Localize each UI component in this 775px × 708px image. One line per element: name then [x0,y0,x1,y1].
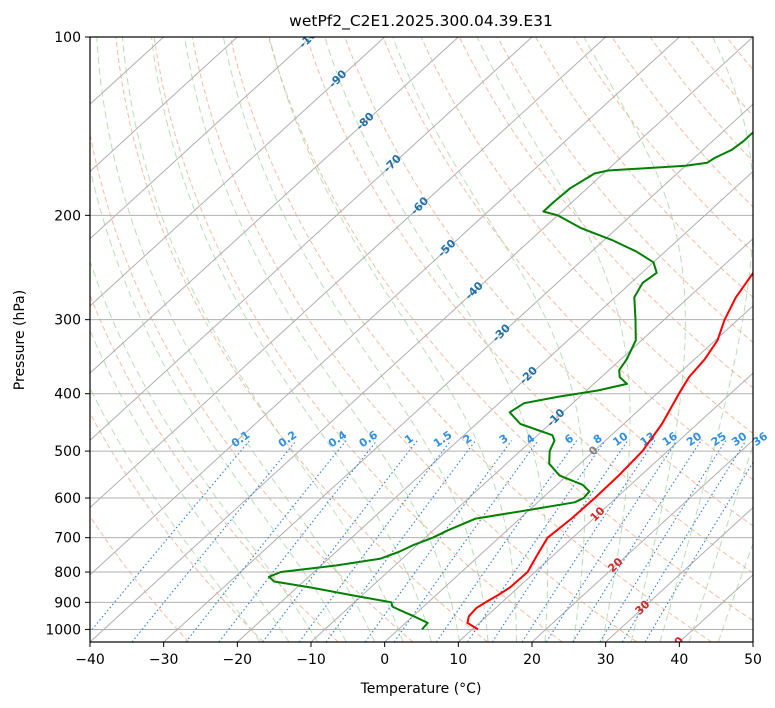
moist-adiabat [150,37,432,642]
plot-frame [89,36,754,643]
moist-adiabat [688,444,753,642]
x-tick-label: −10 [296,652,326,668]
x-axis-label: Temperature (°C) [360,681,482,697]
profile-series-1 [466,271,753,631]
isotherm-label: 40 [666,634,686,654]
dry-adiabat [306,37,753,574]
dry-adiabat [496,37,753,344]
dry-adiabat [268,37,753,622]
x-tick-label: 30 [597,652,615,668]
mixing-ratio-line [467,440,606,642]
mixing-ratio-line [572,440,702,642]
x-tick-label: −40 [75,652,105,668]
isotherm-line [236,170,753,642]
mixing-ratio-line [325,440,476,642]
mixing-ratio-line [644,461,753,642]
isotherm-line [90,37,459,374]
moist-adiabat [90,328,290,642]
moist-adiabat [96,37,376,642]
y-tick-label: 200 [54,208,81,224]
profile-series-2 [268,131,753,631]
y-tick-label: 600 [54,491,81,507]
x-tick-label: 0 [380,652,389,668]
y-tick-label: 900 [54,595,81,611]
x-tick-label: 10 [449,652,467,668]
x-tick-label: 20 [523,652,541,668]
mixing-ratio-line [491,440,629,642]
moist-adiabat [184,37,461,642]
moist-adiabat [476,37,631,642]
dry-adiabat [115,37,488,642]
y-axis: 100 200 300 400 500 600 700 800 900 1000 [45,30,90,638]
mixing-ratio-line [435,440,578,642]
mixing-ratio-line [364,440,512,642]
mixing-ratio-line [545,440,678,642]
isotherm-line [90,37,386,307]
dry-adiabat [382,37,753,481]
y-tick-label: 1000 [45,622,81,638]
isotherm-line [90,37,753,642]
isotherm-line [90,37,312,240]
moist-adiabat [659,37,753,642]
moist-adiabat [324,37,549,642]
x-tick-label: −30 [149,652,179,668]
mixing-ratio-line [90,440,251,633]
x-axis: −40 −30 −20 −10 0 10 20 30 40 50 [75,642,762,668]
y-tick-label: 500 [54,444,81,460]
x-tick-label: −20 [223,652,253,668]
mixing-ratio-line [621,440,747,642]
y-tick-label: 800 [54,565,81,581]
isotherm-line [163,103,753,642]
moist-adiabat [90,387,261,642]
moist-adiabat [121,37,404,642]
isotherm-line [90,37,680,576]
isotherm-line [531,439,753,642]
dry-adiabat [420,37,753,435]
moist-adiabat [717,542,753,642]
isotherm-line [90,37,607,509]
profile-lines [268,131,753,631]
dry-adiabat [153,37,563,642]
isotherm-line [457,372,753,642]
moist-adiabat [90,165,347,642]
x-tick-label: 50 [744,652,762,668]
moist-adiabat [583,37,686,642]
y-tick-label: 400 [54,387,81,403]
dry-adiabat [535,37,753,298]
mixing-ratio-line [599,440,727,642]
isotherm-line [384,305,753,642]
y-axis-label: Pressure (hPa) [12,290,28,390]
moist-adiabat [268,37,517,642]
mixing-ratio-line [218,440,378,642]
y-tick-label: 700 [54,531,81,547]
y-tick-label: 300 [54,313,81,329]
moist-adiabat [90,259,319,642]
dry-adiabat [90,412,264,642]
mixing-ratio-line [521,440,656,642]
mixing-ratio-line [131,440,297,642]
y-tick-label: 100 [54,30,81,46]
isotherm-line [605,506,753,642]
isotherm-line [90,37,533,442]
chart-title: wetPf2_C2E1.2025.300.04.39.E31 [289,12,553,31]
moist-adiabat [222,37,489,642]
isotherm-line [90,37,238,173]
x-tick-label: 40 [670,652,688,668]
